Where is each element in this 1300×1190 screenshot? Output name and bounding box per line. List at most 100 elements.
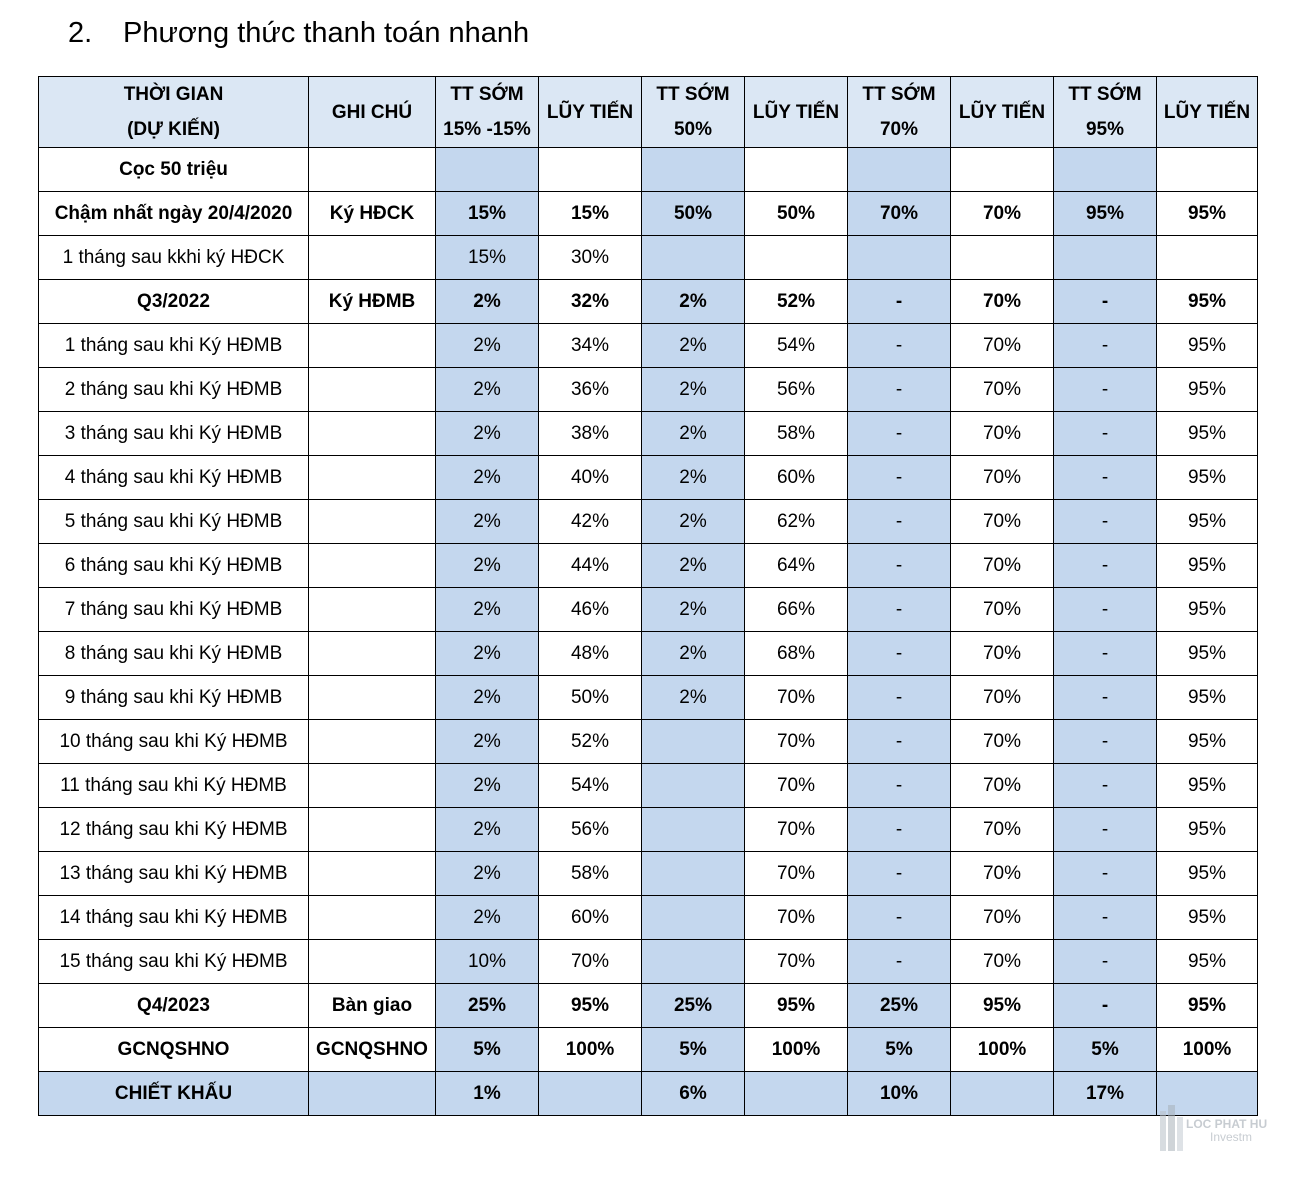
table-cell-tt-som-15: 5% xyxy=(435,1027,539,1072)
table-cell-time: 4 tháng sau khi Ký HĐMB xyxy=(38,455,309,500)
column-header-line: GHI CHÚ xyxy=(331,101,413,123)
table-row: 8 tháng sau khi Ký HĐMB 2% 48% 2% 68% -70% -95… xyxy=(38,631,1258,676)
table-cell-note: Ký HĐCK xyxy=(308,191,436,236)
table-cell-luy-tien-70: 70% xyxy=(950,455,1054,500)
table-cell-luy-tien-70: 70% xyxy=(950,851,1054,896)
table-cell-tt-som-50: 2% xyxy=(641,631,745,676)
table-cell-luy-tien-70: 70% xyxy=(950,807,1054,852)
table-cell-tt-som-95: - xyxy=(1053,807,1157,852)
table-cell-time: Chậm nhất ngày 20/4/2020 xyxy=(38,191,309,236)
table-cell-tt-som-15: 2% xyxy=(435,455,539,500)
table-cell-luy-tien-15: 54% xyxy=(538,763,642,808)
table-cell-luy-tien-15: 42% xyxy=(538,499,642,544)
table-cell-note: GCNQSHNO xyxy=(308,1027,436,1072)
table-cell-time: 1 tháng sau khi Ký HĐMB xyxy=(38,323,309,368)
table-cell-tt-som-15: 2% xyxy=(435,323,539,368)
table-cell-note: Ký HĐMB xyxy=(308,279,436,324)
table-cell-time: 6 tháng sau khi Ký HĐMB xyxy=(38,543,309,588)
table-cell-luy-tien-95: 95% xyxy=(1156,587,1258,632)
table-cell-luy-tien-50: 50% xyxy=(744,191,848,236)
column-header-line: LŨY TIẾN xyxy=(1163,101,1251,123)
table-cell-luy-tien-15: 34% xyxy=(538,323,642,368)
table-cell-tt-som-50: 2% xyxy=(641,279,745,324)
column-header-line: 50% xyxy=(673,119,713,140)
table-cell-note xyxy=(308,895,436,940)
table-cell-tt-som-15: 2% xyxy=(435,719,539,764)
table-cell-luy-tien-50: 70% xyxy=(744,851,848,896)
table-row: 7 tháng sau khi Ký HĐMB 2% 46% 2% 66% -70% -95… xyxy=(38,587,1258,632)
table-cell-luy-tien-95: 95% xyxy=(1156,675,1258,720)
table-cell-tt-som-50: 2% xyxy=(641,455,745,500)
table-cell-tt-som-15: 2% xyxy=(435,543,539,588)
footer-cell-tt-som-15: 1% xyxy=(435,1071,539,1116)
table-cell-tt-som-70: - xyxy=(847,455,951,500)
table-cell-tt-som-95: - xyxy=(1053,279,1157,324)
table-cell-luy-tien-70: 70% xyxy=(950,587,1054,632)
table-cell-tt-som-50 xyxy=(641,719,745,764)
table-cell-tt-som-15: 15% xyxy=(435,191,539,236)
table-cell-time: 5 tháng sau khi Ký HĐMB xyxy=(38,499,309,544)
table-cell-time: 2 tháng sau khi Ký HĐMB xyxy=(38,367,309,412)
column-header-note: GHI CHÚ xyxy=(308,76,436,148)
column-header-line: TT SỚM xyxy=(450,84,524,105)
table-cell-tt-som-50 xyxy=(641,147,745,192)
table-cell-tt-som-15: 2% xyxy=(435,499,539,544)
table-cell-time: 15 tháng sau khi Ký HĐMB xyxy=(38,939,309,984)
table-cell-tt-som-70: - xyxy=(847,763,951,808)
table-cell-luy-tien-50: 70% xyxy=(744,763,848,808)
table-cell-tt-som-50 xyxy=(641,807,745,852)
column-header-line: LŨY TIẾN xyxy=(546,101,634,123)
table-cell-luy-tien-70: 70% xyxy=(950,631,1054,676)
table-cell-luy-tien-50 xyxy=(744,147,848,192)
table-cell-tt-som-95: 5% xyxy=(1053,1027,1157,1072)
table-cell-luy-tien-50: 100% xyxy=(744,1027,848,1072)
table-cell-note xyxy=(308,851,436,896)
column-header-time: THỜI GIAN (DỰ KIẾN) xyxy=(38,76,309,148)
table-cell-luy-tien-70: 70% xyxy=(950,499,1054,544)
table-cell-tt-som-15: 2% xyxy=(435,411,539,456)
table-cell-time: 9 tháng sau khi Ký HĐMB xyxy=(38,675,309,720)
column-header-tt-som-15: TT SỚM 15% -15% xyxy=(435,76,539,148)
column-header-line: THỜI GIAN xyxy=(123,84,224,105)
table-cell-tt-som-95: - xyxy=(1053,499,1157,544)
table-cell-tt-som-95 xyxy=(1053,147,1157,192)
footer-cell-luy-tien-70 xyxy=(950,1071,1054,1116)
table-cell-luy-tien-50: 54% xyxy=(744,323,848,368)
table-row: 14 tháng sau khi Ký HĐMB 2% 60% 70% -70% -95% xyxy=(38,895,1258,940)
table-cell-tt-som-70 xyxy=(847,147,951,192)
table-cell-tt-som-15: 2% xyxy=(435,675,539,720)
watermark-line2: Investm xyxy=(1210,1130,1253,1144)
table-cell-tt-som-70: - xyxy=(847,587,951,632)
table-cell-luy-tien-95: 95% xyxy=(1156,367,1258,412)
table-row: 5 tháng sau khi Ký HĐMB 2% 42% 2% 62% -70% -95… xyxy=(38,499,1258,544)
table-cell-luy-tien-15: 30% xyxy=(538,235,642,280)
table-cell-luy-tien-15: 56% xyxy=(538,807,642,852)
table-cell-luy-tien-95: 95% xyxy=(1156,411,1258,456)
table-cell-time: 8 tháng sau khi Ký HĐMB xyxy=(38,631,309,676)
column-header-line: (DỰ KIẾN) xyxy=(127,119,220,140)
table-cell-note xyxy=(308,631,436,676)
table-row: Cọc 50 triệu xyxy=(38,147,1258,192)
table-row: 11 tháng sau khi Ký HĐMB 2% 54% 70% -70% -95% xyxy=(38,763,1258,808)
table-cell-note xyxy=(308,587,436,632)
column-header-line: TT SỚM xyxy=(656,84,730,105)
watermark-line1: LOC PHAT HU xyxy=(1186,1117,1268,1131)
table-body: Cọc 50 triệu Chậm nhất ngày 20/4/2020 Ký H… xyxy=(38,147,1258,1116)
table-cell-tt-som-50: 2% xyxy=(641,587,745,632)
column-header-luy-tien-95: LŨY TIẾN xyxy=(1156,76,1258,148)
column-header-line: 70% xyxy=(879,119,919,140)
table-cell-time: Cọc 50 triệu xyxy=(38,147,309,192)
table-cell-luy-tien-50 xyxy=(744,235,848,280)
table-cell-tt-som-70: - xyxy=(847,367,951,412)
table-cell-tt-som-70: - xyxy=(847,411,951,456)
table-cell-luy-tien-70 xyxy=(950,235,1054,280)
table-row: 15 tháng sau khi Ký HĐMB 10% 70% 70% -70% -95… xyxy=(38,939,1258,984)
table-cell-time: 14 tháng sau khi Ký HĐMB xyxy=(38,895,309,940)
table-row: 9 tháng sau khi Ký HĐMB 2% 50% 2% 70% -70% -95… xyxy=(38,675,1258,720)
table-cell-time: 7 tháng sau khi Ký HĐMB xyxy=(38,587,309,632)
table-cell-time: 3 tháng sau khi Ký HĐMB xyxy=(38,411,309,456)
table-cell-time: 13 tháng sau khi Ký HĐMB xyxy=(38,851,309,896)
table-cell-tt-som-70: 70% xyxy=(847,191,951,236)
table-cell-tt-som-70: - xyxy=(847,719,951,764)
table-cell-tt-som-15: 2% xyxy=(435,367,539,412)
